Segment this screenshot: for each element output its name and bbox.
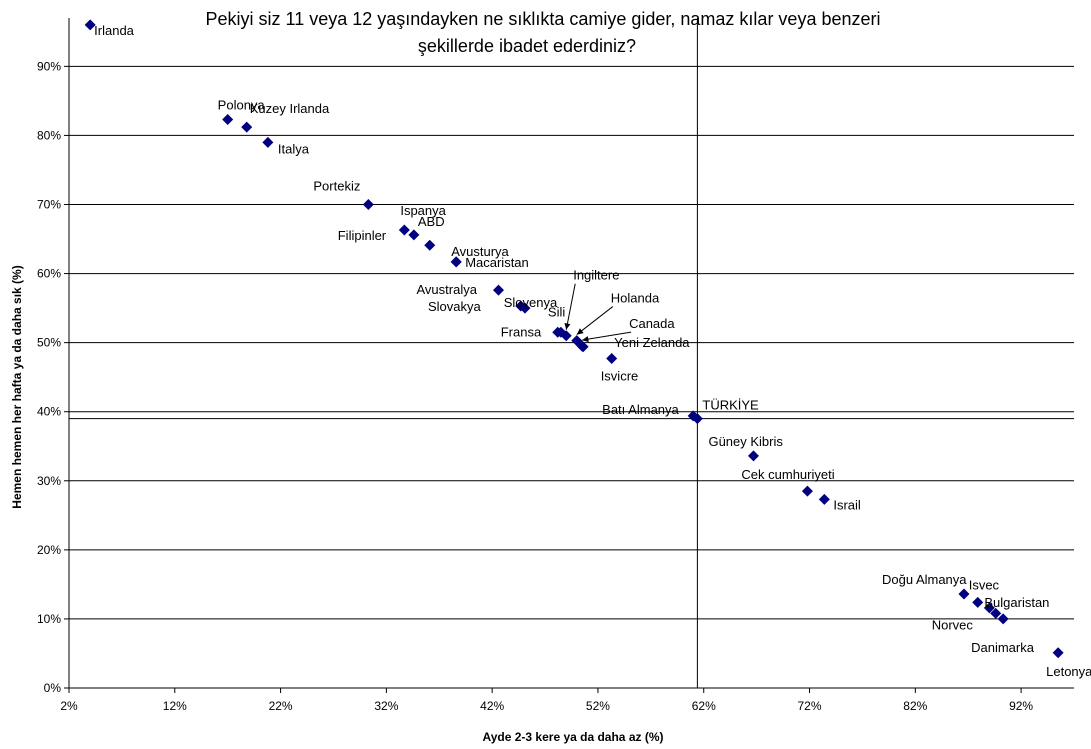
data-point-marker xyxy=(1052,647,1064,659)
data-point-label: Ingiltere xyxy=(573,268,619,283)
x-tick-label: 62% xyxy=(692,699,716,713)
data-point-label: Irlanda xyxy=(94,23,135,38)
x-axis-title: Ayde 2-3 kere ya da daha az (%) xyxy=(483,730,664,744)
tick-labels: 0% 10% 20% 30% 40% 50% 60% 70% 80% 90% 2% 12% 22% 32%… xyxy=(37,59,1033,713)
y-axis-title: Hemen hemen her hafta ya da daha sık (%) xyxy=(10,265,24,508)
data-point-label: Isvec xyxy=(969,577,1000,592)
x-tick-label: 12% xyxy=(163,699,187,713)
data-point-label: Yeni Zelanda xyxy=(614,335,690,350)
grid-lines xyxy=(69,65,1074,620)
data-point-label: Ispanya xyxy=(400,203,446,218)
callout-line xyxy=(576,306,614,335)
y-tick-label: 40% xyxy=(37,405,61,419)
x-tick-label: 32% xyxy=(374,699,398,713)
data-point-label: Canada xyxy=(629,316,675,331)
data-point-marker xyxy=(818,493,830,505)
data-point-label: Cek cumhuriyeti xyxy=(741,467,834,482)
data-point-label: Avusturya xyxy=(451,244,509,259)
data-point-label: Güney Kibris xyxy=(708,434,783,449)
data-point-marker xyxy=(691,413,703,425)
y-tick-label: 70% xyxy=(37,197,61,211)
x-tick-label: 82% xyxy=(903,699,927,713)
y-tick-label: 0% xyxy=(44,681,62,695)
data-point-label: Fransa xyxy=(501,324,542,339)
y-tick-label: 90% xyxy=(37,59,61,73)
data-point-label: Letonya xyxy=(1046,664,1091,679)
data-points xyxy=(84,19,1064,659)
x-tick-label: 2% xyxy=(60,699,78,713)
data-point-marker xyxy=(552,326,564,338)
y-tick-label: 10% xyxy=(37,612,61,626)
data-point-label: Doğu Almanya xyxy=(882,572,967,587)
data-point-label: Bulgaristan xyxy=(984,595,1049,610)
data-point-label: Portekiz xyxy=(313,178,360,193)
callout-arrowhead xyxy=(582,336,589,343)
x-tick-label: 72% xyxy=(798,699,822,713)
data-point-marker xyxy=(424,239,436,251)
data-point-label: Sili xyxy=(548,304,565,319)
axes xyxy=(64,18,1074,693)
data-point-label: Holanda xyxy=(611,291,660,306)
data-point-marker xyxy=(241,121,253,133)
data-point-marker xyxy=(450,256,462,268)
data-point-label: Macaristan xyxy=(465,255,529,270)
y-tick-label: 20% xyxy=(37,543,61,557)
x-tick-label: 42% xyxy=(480,699,504,713)
data-point-label: ABD xyxy=(418,214,445,229)
data-point-marker xyxy=(747,450,759,462)
data-point-marker xyxy=(577,341,589,353)
data-point-label: Avustralya xyxy=(417,282,478,297)
y-tick-label: 80% xyxy=(37,128,61,142)
data-point-marker xyxy=(983,602,995,614)
data-point-marker xyxy=(958,588,970,600)
y-tick-label: 30% xyxy=(37,474,61,488)
data-point-label: Slovenya xyxy=(504,295,558,310)
data-point-label: Italya xyxy=(278,141,310,156)
data-point-marker xyxy=(997,613,1009,625)
data-point-marker xyxy=(801,485,813,497)
data-point-label: Isvicre xyxy=(601,369,639,384)
data-point-marker xyxy=(222,114,234,126)
callout-line xyxy=(565,283,576,330)
data-point-label: Filipinler xyxy=(338,228,387,243)
data-point-marker xyxy=(362,198,374,210)
data-point-label: TÜRKİYE xyxy=(702,398,759,413)
data-point-label: Danimarka xyxy=(971,640,1035,655)
data-point-marker xyxy=(972,596,984,608)
y-tick-label: 60% xyxy=(37,267,61,281)
data-point-marker xyxy=(519,302,531,314)
callout-arrowhead xyxy=(576,328,584,335)
data-point-marker xyxy=(493,284,505,296)
callout-arrowhead xyxy=(564,322,571,330)
x-tick-label: 22% xyxy=(269,699,293,713)
data-point-label: Norvec xyxy=(932,617,974,632)
data-point-marker xyxy=(262,136,274,148)
data-point-label: Batı Almanya xyxy=(602,402,679,417)
data-point-label: Kuzey Irlanda xyxy=(250,101,330,116)
data-point-label: Israil xyxy=(833,497,861,512)
x-tick-label: 92% xyxy=(1009,699,1033,713)
chart-title-line2: şekillerde ibadet ederdiniz? xyxy=(418,36,636,56)
data-point-marker xyxy=(408,229,420,241)
chart-title-line1: Pekiyi siz 11 veya 12 yaşındayken ne sık… xyxy=(206,9,881,29)
y-tick-label: 50% xyxy=(37,336,61,350)
data-point-marker xyxy=(398,224,410,236)
data-point-label: Polonya xyxy=(218,98,266,113)
data-point-marker xyxy=(606,353,618,365)
data-point-label: Slovakya xyxy=(428,299,482,314)
callout-line xyxy=(581,331,632,341)
x-tick-label: 52% xyxy=(586,699,610,713)
data-point-marker xyxy=(990,607,1002,619)
data-point-marker xyxy=(84,19,96,31)
